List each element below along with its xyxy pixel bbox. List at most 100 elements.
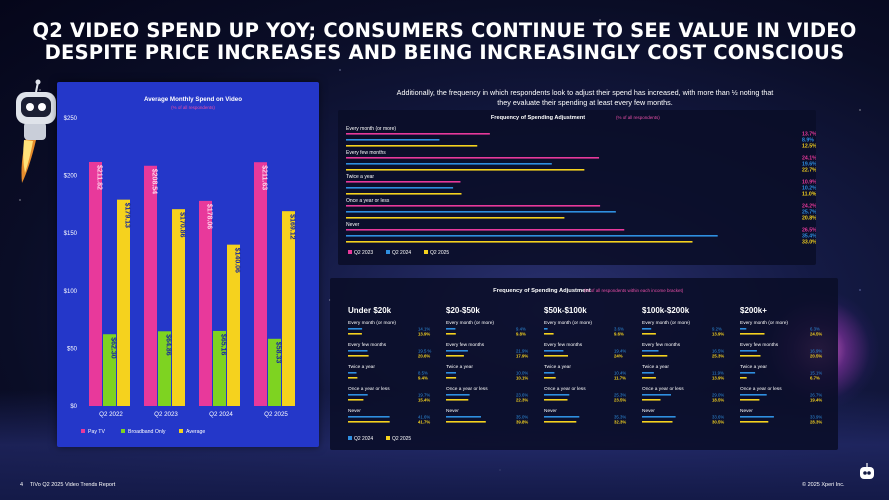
legend-label: Pay TV	[88, 429, 105, 435]
freq-bar-q2-2025	[346, 145, 478, 147]
legend-swatch	[386, 436, 390, 440]
income-value-label: 9.8%	[516, 332, 526, 337]
income-value-label: 10.4%	[614, 371, 626, 376]
y-tick-label: $50	[67, 346, 78, 352]
freq-bar-q2-2023	[346, 205, 601, 207]
income-bar-q2-2024	[544, 328, 548, 330]
y-tick-label: $200	[64, 174, 78, 180]
income-bar-q2-2024	[740, 416, 774, 418]
income-value-label: 15.1%	[810, 371, 822, 376]
bar-average	[227, 244, 240, 406]
bar-value-label: $211.82	[96, 165, 103, 190]
income-value-label: 41.7%	[418, 420, 430, 425]
bar-value-label: $169.12	[289, 214, 296, 239]
freq-bar-q2-2025	[346, 241, 693, 243]
income-bar-q2-2024	[544, 394, 570, 396]
freq-category-label: Never	[346, 222, 360, 228]
frequency-all-chart: Frequency of Spending Adjustment (% of al…	[346, 115, 817, 256]
legend-label: Q2 2025	[392, 436, 411, 442]
freq-bar-q2-2025	[346, 217, 565, 219]
freq-category-label: Once a year or less	[346, 198, 390, 204]
income-category-label: Once a year or less	[544, 386, 586, 392]
freq-all-title: Frequency of Spending Adjustment	[491, 115, 585, 121]
x-tick-label: Q2 2024	[209, 411, 233, 418]
freq-bar-q2-2023	[346, 229, 625, 231]
income-bar-q2-2025	[446, 333, 456, 335]
footer-page-number: 4	[20, 482, 24, 488]
income-bar-q2-2025	[544, 377, 556, 379]
income-value-label: 35.0%	[516, 415, 528, 420]
income-category-label: Never	[740, 408, 753, 414]
freq-bar-q2-2023	[346, 181, 461, 183]
income-category-label: Every month (or more)	[348, 320, 396, 326]
income-category-label: Twice a year	[544, 364, 571, 370]
freq-bar-q2-2023	[346, 133, 490, 135]
income-bar-q2-2024	[642, 372, 654, 374]
tivo-logo-icon	[860, 463, 874, 479]
freq-value-label: 10.9%	[802, 180, 816, 186]
income-value-label: 20.6%	[418, 354, 430, 359]
freq-category-label: Every few months	[346, 150, 386, 156]
freq-value-label: 22.7%	[802, 168, 816, 174]
freq-value-label: 12.5%	[802, 144, 816, 150]
income-category-label: Every few months	[642, 342, 681, 348]
income-bracket-header: Under $20k	[348, 306, 392, 315]
frequency-income-panel: Frequency of Spending Adjustment (% of al…	[330, 278, 838, 450]
income-bar-q2-2025	[740, 355, 761, 357]
legend-swatch	[424, 250, 428, 254]
income-bar-q2-2025	[740, 333, 765, 335]
freq-bar-q2-2024	[346, 235, 718, 237]
freq-bar-q2-2024	[346, 163, 552, 165]
bar-value-label: $58.33	[275, 342, 282, 364]
income-bar-q2-2024	[642, 350, 659, 352]
income-bracket-header: $100k-$200k	[642, 306, 690, 315]
income-bar-q2-2025	[348, 355, 369, 357]
income-bar-q2-2025	[642, 355, 668, 357]
income-category-label: Every month (or more)	[446, 320, 494, 326]
income-value-label: 32.3%	[614, 420, 626, 425]
bar-pay-tv	[254, 162, 267, 406]
frequency-income-chart: Frequency of Spending Adjustment(% of al…	[348, 288, 822, 442]
income-bar-q2-2025	[544, 399, 568, 401]
freq-bar-q2-2024	[346, 187, 454, 189]
bar-average	[172, 209, 185, 406]
income-bar-q2-2024	[544, 416, 580, 418]
bar-broadband-only	[268, 338, 281, 406]
x-tick-label: Q2 2022	[99, 411, 123, 418]
freq-bar-q2-2024	[346, 211, 616, 213]
income-value-label: 15.4%	[418, 398, 430, 403]
legend-swatch	[348, 436, 352, 440]
spend-bar-chart: Average Monthly Spend on Video (% of all …	[64, 96, 296, 435]
income-bar-q2-2024	[740, 372, 756, 374]
income-value-label: 19.7%	[418, 393, 430, 398]
bar-pay-tv	[89, 161, 102, 406]
income-value-label: 3.6%	[614, 327, 624, 332]
income-category-label: Twice a year	[348, 364, 375, 370]
income-value-label: 18.5%	[712, 398, 724, 403]
income-category-label: Every month (or more)	[642, 320, 690, 326]
freq-value-label: 8.9%	[802, 138, 814, 144]
income-bar-q2-2025	[642, 377, 656, 379]
income-value-label: 41.6%	[418, 415, 430, 420]
income-category-label: Never	[348, 408, 361, 414]
freq-value-label: 25.7%	[802, 210, 816, 216]
income-value-label: 33.6%	[712, 415, 724, 420]
bar-broadband-only	[103, 334, 116, 406]
freq-value-label: 19.6%	[802, 162, 816, 168]
income-bar-q2-2024	[348, 394, 368, 396]
income-bar-q2-2024	[544, 372, 555, 374]
bar-average	[117, 199, 130, 406]
income-value-label: 23.5%	[614, 398, 626, 403]
freq-all-subtitle: (% of all respondents)	[616, 115, 660, 120]
footer-copyright: © 2025 Xperi Inc.	[802, 482, 845, 488]
income-bar-q2-2025	[446, 421, 486, 423]
bar-value-label: $211.63	[261, 165, 268, 190]
income-value-label: 9.4%	[418, 376, 428, 381]
legend-swatch	[81, 429, 85, 433]
income-bar-q2-2024	[446, 394, 470, 396]
freq-value-label: 24.1%	[802, 156, 816, 162]
bar-value-label: $140.06	[234, 248, 241, 273]
income-bar-q2-2025	[348, 421, 390, 423]
spend-chart-title: Average Monthly Spend on Video	[144, 96, 242, 103]
